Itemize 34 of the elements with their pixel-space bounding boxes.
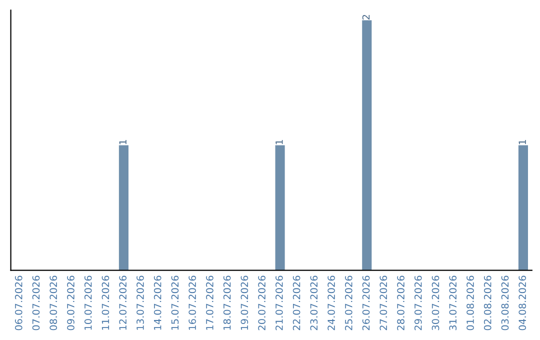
x-tick-label: 09.07.2026	[67, 276, 74, 330]
x-tick-label: 31.07.2026	[449, 276, 457, 330]
x-tick-label: 24.07.2026	[328, 276, 335, 330]
x-tick-label: 14.07.2026	[154, 276, 162, 330]
x-tick-label: 02.08.2026	[484, 276, 492, 330]
x-tick-label: 19.07.2026	[240, 276, 248, 330]
x-tick-label: 20.07.2026	[258, 276, 266, 330]
data-label: 1	[276, 140, 283, 144]
x-tick-label: 12.07.2026	[119, 276, 127, 330]
x-tick-label: 29.07.2026	[414, 276, 422, 330]
x-tick-label: 27.07.2026	[380, 276, 388, 330]
x-tick-label: 28.07.2026	[397, 276, 404, 330]
data-label: 1	[119, 140, 126, 144]
x-tick-label: 06.07.2026	[14, 276, 22, 330]
x-tick-label: 23.07.2026	[310, 276, 318, 330]
x-tick-label: 11.07.2026	[102, 276, 110, 330]
x-tick-label: 07.07.2026	[32, 276, 40, 330]
x-tick-label: 04.08.2026	[518, 276, 526, 330]
x-tick-label: 10.07.2026	[84, 276, 92, 330]
data-label: 1	[518, 140, 526, 144]
x-tick-label: 26.07.2026	[362, 276, 370, 330]
x-tick-label: 17.07.2026	[206, 276, 214, 330]
x-tick-label: 22.07.2026	[292, 276, 300, 330]
data-label: 2	[362, 14, 370, 20]
x-tick-label: 30.07.2026	[432, 276, 440, 330]
x-tick-label: 21.07.2026	[276, 276, 283, 330]
x-tick-label: 13.07.2026	[136, 276, 144, 330]
x-tick-label: 01.08.2026	[466, 276, 474, 330]
x-tick-label: 25.07.2026	[344, 276, 352, 330]
x-tick-label: 18.07.2026	[223, 276, 231, 330]
x-tick-label: 16.07.2026	[188, 276, 196, 330]
x-tick-label: 03.08.2026	[501, 276, 509, 330]
x-tick-label: 08.07.2026	[50, 276, 58, 330]
x-tick-label: 15.07.2026	[171, 276, 179, 330]
